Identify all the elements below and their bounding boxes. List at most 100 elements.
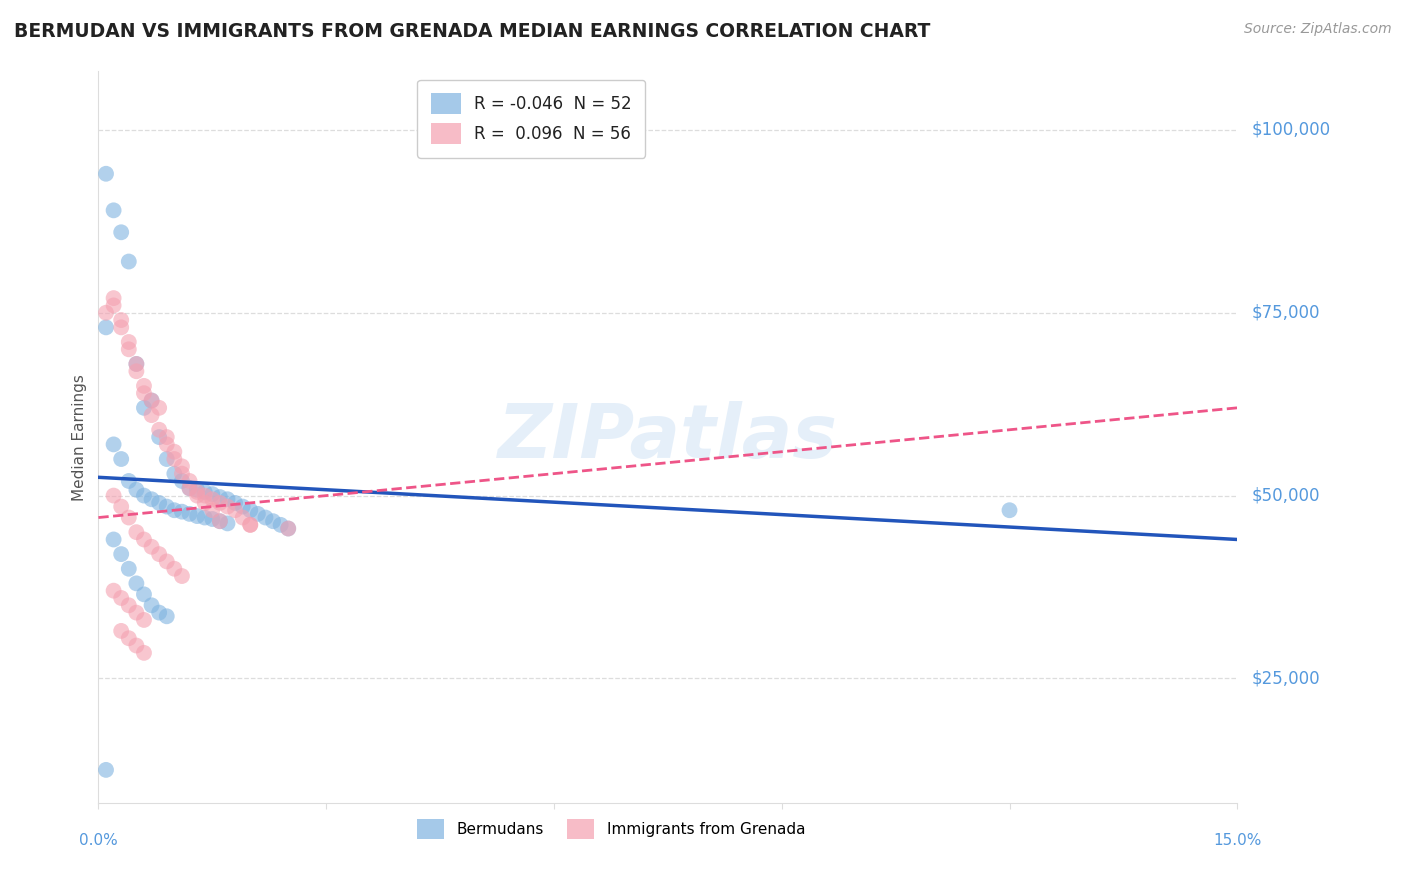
Point: [277, 521, 299, 535]
Point: [179, 481, 201, 495]
Point: [156, 500, 179, 514]
Text: Source: ZipAtlas.com: Source: ZipAtlas.com: [1244, 22, 1392, 37]
Point: [239, 517, 262, 532]
Point: [118, 343, 141, 357]
Point: [103, 437, 125, 451]
Point: [201, 512, 224, 526]
Point: [118, 334, 141, 349]
Point: [125, 576, 148, 591]
Point: [110, 313, 132, 327]
Point: [110, 591, 132, 605]
Point: [224, 503, 246, 517]
Point: [110, 225, 132, 239]
Point: [232, 500, 254, 514]
Point: [201, 503, 224, 517]
Point: [132, 533, 155, 547]
Point: [125, 525, 148, 540]
Point: [118, 632, 141, 646]
Point: [208, 514, 231, 528]
Point: [201, 492, 224, 507]
Point: [118, 562, 141, 576]
Point: [103, 203, 125, 218]
Point: [132, 379, 155, 393]
Point: [141, 408, 163, 422]
Y-axis label: Median Earnings: Median Earnings: [72, 374, 87, 500]
Point: [110, 547, 132, 561]
Point: [232, 510, 254, 524]
Point: [94, 167, 117, 181]
Point: [998, 503, 1021, 517]
Point: [194, 496, 217, 510]
Point: [132, 386, 155, 401]
Point: [125, 606, 148, 620]
Point: [94, 306, 117, 320]
Text: $50,000: $50,000: [1251, 487, 1320, 505]
Point: [156, 437, 179, 451]
Point: [141, 540, 163, 554]
Point: [103, 533, 125, 547]
Point: [125, 639, 148, 653]
Point: [239, 503, 262, 517]
Point: [125, 483, 148, 497]
Text: $75,000: $75,000: [1251, 304, 1320, 322]
Point: [208, 514, 231, 528]
Point: [208, 496, 231, 510]
Point: [125, 357, 148, 371]
Point: [148, 430, 170, 444]
Point: [118, 599, 141, 613]
Point: [201, 487, 224, 501]
Point: [132, 401, 155, 415]
Point: [186, 483, 208, 497]
Point: [132, 646, 155, 660]
Point: [246, 507, 269, 521]
Point: [194, 510, 217, 524]
Point: [103, 489, 125, 503]
Point: [148, 496, 170, 510]
Point: [141, 492, 163, 507]
Point: [262, 514, 284, 528]
Point: [194, 489, 217, 503]
Point: [132, 613, 155, 627]
Point: [170, 569, 193, 583]
Point: [94, 763, 117, 777]
Point: [125, 357, 148, 371]
Text: BERMUDAN VS IMMIGRANTS FROM GRENADA MEDIAN EARNINGS CORRELATION CHART: BERMUDAN VS IMMIGRANTS FROM GRENADA MEDI…: [14, 22, 931, 41]
Point: [163, 452, 186, 467]
Point: [125, 364, 148, 378]
Point: [118, 510, 141, 524]
Point: [186, 509, 208, 524]
Point: [118, 474, 141, 488]
Point: [217, 500, 239, 514]
Point: [141, 393, 163, 408]
Point: [156, 554, 179, 568]
Point: [103, 298, 125, 312]
Text: 0.0%: 0.0%: [79, 833, 118, 848]
Text: $25,000: $25,000: [1251, 670, 1320, 688]
Point: [132, 489, 155, 503]
Point: [270, 517, 292, 532]
Point: [163, 467, 186, 481]
Point: [118, 254, 141, 268]
Legend: Bermudans, Immigrants from Grenada: Bermudans, Immigrants from Grenada: [409, 812, 813, 847]
Point: [94, 320, 117, 334]
Point: [132, 587, 155, 601]
Text: 15.0%: 15.0%: [1213, 833, 1261, 848]
Point: [217, 516, 239, 531]
Point: [163, 444, 186, 458]
Point: [148, 547, 170, 561]
Point: [110, 500, 132, 514]
Point: [170, 474, 193, 488]
Point: [148, 401, 170, 415]
Point: [163, 503, 186, 517]
Point: [277, 521, 299, 535]
Point: [186, 489, 208, 503]
Point: [110, 452, 132, 467]
Point: [170, 505, 193, 519]
Point: [170, 459, 193, 474]
Point: [217, 492, 239, 507]
Point: [194, 485, 217, 500]
Point: [163, 562, 186, 576]
Point: [148, 606, 170, 620]
Point: [103, 583, 125, 598]
Text: $100,000: $100,000: [1251, 121, 1330, 139]
